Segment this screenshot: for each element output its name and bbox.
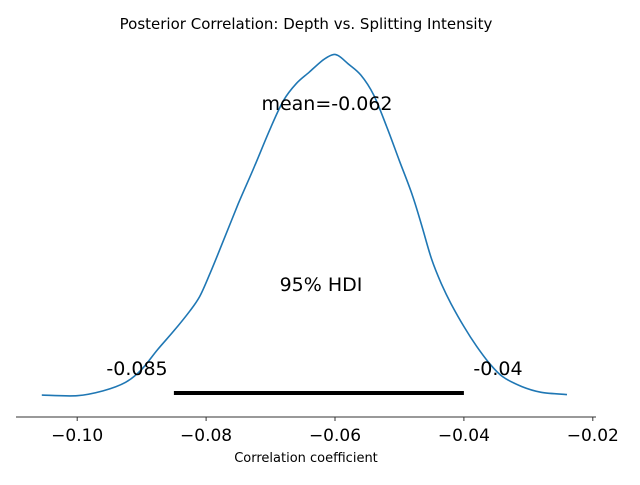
plot-area: [41, 53, 568, 397]
chart-title: Posterior Correlation: Depth vs. Splitti…: [120, 15, 493, 33]
x-tick-label: −0.08: [180, 426, 232, 446]
hdi-upper-label: -0.04: [473, 358, 522, 380]
x-axis-ticks: −0.10 −0.08 −0.06 −0.04 −0.02: [51, 417, 619, 446]
x-axis-label: Correlation coefficient: [234, 451, 378, 466]
x-tick-label: −0.04: [438, 426, 490, 446]
density-line: [41, 53, 568, 397]
x-tick-label: −0.10: [51, 426, 103, 446]
hdi-lower-label: -0.085: [106, 358, 167, 380]
mean-annotation: mean=-0.062: [261, 93, 392, 115]
hdi-annotation: 95% HDI: [280, 274, 363, 296]
x-tick-label: −0.02: [567, 426, 619, 446]
x-tick-label: −0.06: [309, 426, 361, 446]
